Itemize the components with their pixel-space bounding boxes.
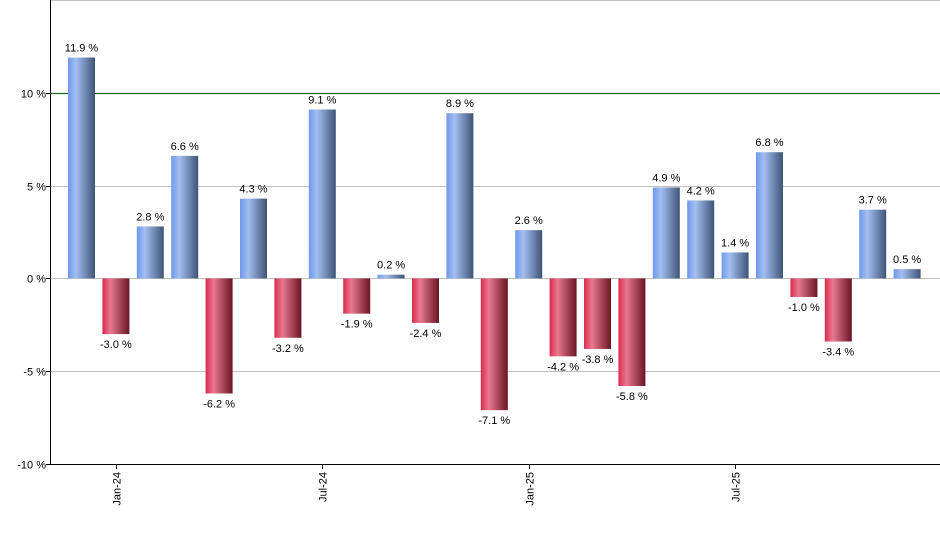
data-label: 0.5 %: [893, 254, 921, 266]
bar-Mar-25: [584, 278, 611, 349]
data-label: 8.9 %: [446, 98, 474, 110]
x-tick-label: Jan-25: [525, 472, 537, 506]
bar-Jun-24: [274, 278, 302, 338]
bar-Aug-24: [343, 278, 371, 314]
bar-Sep-25: [790, 278, 818, 297]
data-label: -7.1 %: [478, 415, 510, 427]
data-label: 6.8 %: [755, 137, 783, 149]
x-tick-label: Jul-24: [318, 472, 330, 502]
data-label: 4.2 %: [687, 185, 715, 197]
data-label: 9.1 %: [308, 95, 336, 107]
bar-Jul-24: [308, 109, 336, 279]
data-label: 4.3 %: [239, 184, 267, 196]
data-label: -2.4 %: [410, 328, 442, 340]
data-label: -6.2 %: [203, 398, 235, 410]
data-label: 6.6 %: [171, 141, 199, 153]
data-label: 3.7 %: [859, 195, 887, 207]
data-label: -1.0 %: [788, 302, 820, 314]
bar-Aug-25: [756, 152, 783, 279]
x-tick-label: Jul-25: [731, 472, 743, 502]
bar-Nov-25: [859, 209, 887, 279]
y-tick-label: 10 %: [21, 89, 46, 101]
y-tick-label: 5 %: [27, 182, 46, 194]
data-label: 0.2 %: [377, 260, 405, 272]
bar-May-25: [652, 187, 680, 279]
y-tick-label: -10 %: [17, 460, 46, 472]
bar-Oct-25: [824, 278, 852, 342]
data-label: -1.9 %: [341, 319, 373, 331]
bar-Jun-25: [687, 200, 715, 279]
bar-Feb-24: [136, 226, 164, 279]
bar-Nov-24: [446, 113, 474, 279]
bar-Dec-24: [480, 278, 508, 411]
bar-Jan-25: [515, 230, 543, 279]
bar-Jan-24: [102, 278, 130, 335]
bar-Apr-24: [205, 278, 233, 394]
bar-Oct-24: [412, 278, 439, 323]
bar-Feb-25: [549, 278, 577, 357]
bar-Mar-24: [171, 155, 199, 279]
bar-Apr-25: [618, 278, 646, 387]
data-label: 1.4 %: [721, 237, 749, 249]
data-label: -5.8 %: [616, 391, 648, 403]
data-label: -3.0 %: [100, 339, 132, 351]
y-tick-label: 0 %: [27, 274, 46, 286]
bar-Jul-25: [721, 252, 749, 279]
bar-Dec-23: [68, 57, 95, 279]
data-label: 4.9 %: [652, 172, 680, 184]
bar-Dec-25: [893, 269, 921, 279]
bar-Sep-24: [377, 274, 405, 279]
y-tick-label: -5 %: [23, 367, 46, 379]
data-label: -3.2 %: [272, 343, 304, 355]
data-label: -4.2 %: [547, 361, 579, 373]
data-label: -3.4 %: [822, 347, 854, 359]
data-label: -3.8 %: [582, 354, 614, 366]
data-label: 2.6 %: [515, 215, 543, 227]
data-label: 2.8 %: [136, 211, 164, 223]
data-label: 11.9 %: [65, 43, 99, 55]
bar-May-24: [240, 198, 267, 279]
x-tick-label: Jan-24: [112, 472, 124, 506]
